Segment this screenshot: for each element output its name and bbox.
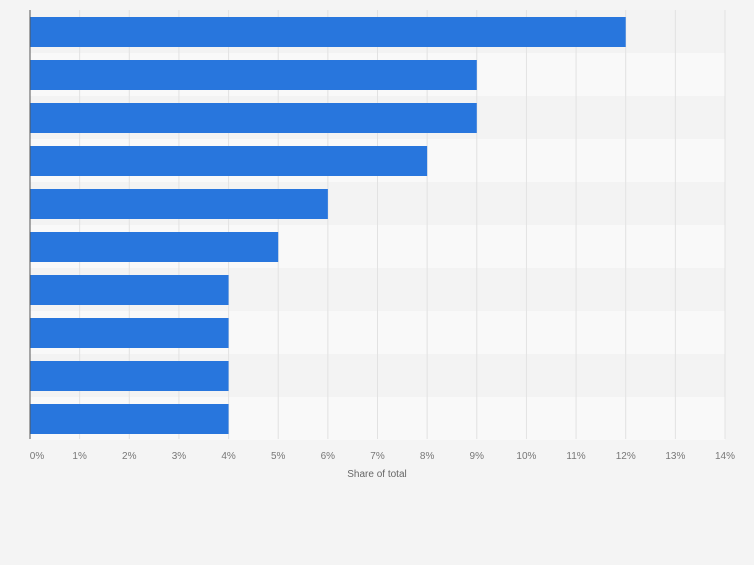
x-tick-labels: 0% 1% 2% 3% 4% 5% 6% 7% 8% 9% 10% 11% 12% 13% 14% xyxy=(30,451,735,462)
bar[interactable] xyxy=(30,232,279,262)
bar[interactable] xyxy=(30,189,328,219)
bars xyxy=(30,17,626,434)
x-tick-label: 6% xyxy=(321,451,336,462)
x-tick-label: 12% xyxy=(616,451,636,462)
bar[interactable] xyxy=(30,60,477,90)
bar[interactable] xyxy=(30,275,229,305)
x-tick-label: 3% xyxy=(172,451,187,462)
x-tick-label: 1% xyxy=(72,451,87,462)
bar[interactable] xyxy=(30,404,229,434)
bar[interactable] xyxy=(30,361,229,391)
x-tick-label: 4% xyxy=(221,451,236,462)
x-tick-label: 0% xyxy=(30,451,45,462)
x-tick-label: 10% xyxy=(516,451,536,462)
x-tick-label: 2% xyxy=(122,451,137,462)
bar[interactable] xyxy=(30,146,428,176)
x-tick-label: 8% xyxy=(420,451,435,462)
x-tick-label: 5% xyxy=(271,451,286,462)
x-tick-label: 11% xyxy=(566,451,585,462)
bar[interactable] xyxy=(30,103,477,133)
x-tick-label: 9% xyxy=(470,451,485,462)
bar[interactable] xyxy=(30,17,626,47)
x-axis-title: Share of total xyxy=(347,469,406,480)
x-tick-label: 13% xyxy=(665,451,685,462)
x-tick-label: 7% xyxy=(370,451,385,462)
x-tick-label: 14% xyxy=(715,451,735,462)
bar[interactable] xyxy=(30,318,229,348)
